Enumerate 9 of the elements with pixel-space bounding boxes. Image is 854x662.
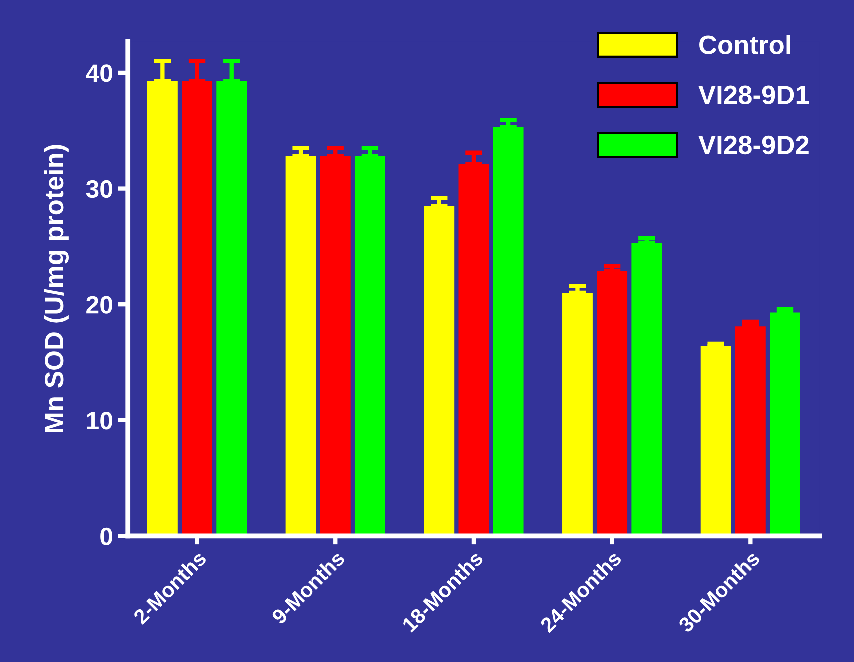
y-tick-label: 40 [86,64,112,82]
legend-label: Control [700,35,790,54]
legend-label: VI28-9D2 [698,136,809,155]
y-tick-label: 0 [100,528,112,546]
y-tick-label: 20 [86,296,112,314]
y-axis-title: Mn SOD (U/mg protein) [44,145,70,432]
y-tick-label: 10 [87,412,112,430]
y-tick-label: 30 [86,180,112,198]
legend-label: VI28-9D1 [698,86,810,104]
